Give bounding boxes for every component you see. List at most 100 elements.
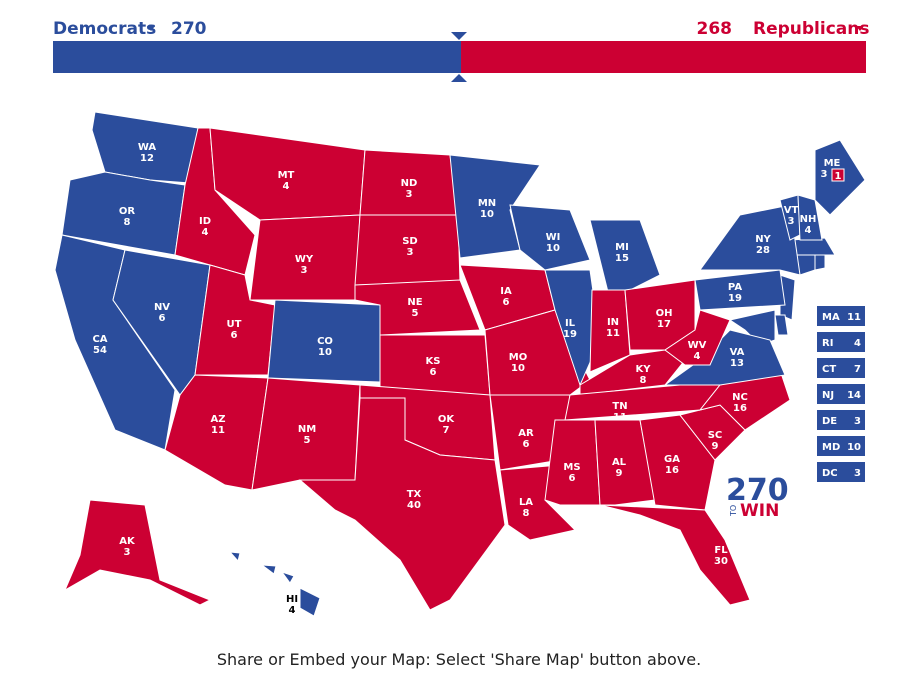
state-abbr: MT	[278, 170, 295, 181]
state-abbr: WA	[138, 142, 157, 153]
state-votes: 40	[407, 500, 421, 511]
callout-abbr: NJ	[822, 390, 834, 401]
state[interactable]	[63, 499, 212, 606]
callout-abbr: DC	[822, 468, 838, 479]
state-abbr: ME	[824, 158, 841, 169]
state-abbr: PA	[728, 282, 742, 293]
state-abbr: ID	[199, 216, 211, 227]
state[interactable]	[699, 204, 801, 276]
rep-label[interactable]: Republicans	[753, 19, 870, 39]
state-abbr: WY	[295, 254, 314, 265]
state-votes: 10	[511, 363, 525, 374]
callout-box[interactable]	[817, 358, 865, 378]
logo-win: WIN	[740, 501, 779, 521]
state-abbr: LA	[519, 497, 533, 508]
district-votes: 1	[835, 171, 842, 182]
dem-label[interactable]: Democrats	[53, 19, 156, 39]
state[interactable]	[594, 419, 656, 506]
callout-abbr: CT	[822, 364, 836, 375]
callout-box[interactable]	[817, 410, 865, 430]
state-abbr: KY	[636, 364, 652, 375]
callout-box[interactable]	[817, 306, 865, 326]
state-votes: 6	[159, 313, 166, 324]
state-votes: 15	[615, 253, 629, 264]
state-votes: 3	[788, 216, 795, 227]
state-votes: 5	[412, 308, 419, 319]
state-abbr: AR	[518, 428, 534, 439]
state[interactable]	[299, 587, 321, 617]
state-votes: 5	[304, 435, 311, 446]
rep-bar	[461, 41, 866, 73]
state-votes: 30	[714, 556, 728, 567]
state-votes: 3	[821, 169, 828, 180]
state-votes: 12	[140, 153, 154, 164]
state-abbr: WV	[688, 340, 707, 351]
state-shape	[774, 314, 789, 336]
district-box[interactable]	[831, 168, 845, 182]
callout-votes: 4	[854, 338, 861, 349]
state-votes: 8	[640, 375, 647, 386]
callout-box[interactable]	[817, 436, 865, 456]
callout-votes: 14	[847, 390, 861, 401]
state[interactable]	[298, 397, 506, 611]
state-abbr: ND	[401, 178, 418, 189]
logo-to: TO	[729, 505, 738, 517]
state[interactable]	[589, 219, 661, 301]
state-abbr: NV	[154, 302, 170, 313]
state-votes: 10	[480, 209, 494, 220]
state[interactable]	[544, 419, 601, 506]
callout-votes: 7	[854, 364, 861, 375]
state-abbr: NC	[732, 392, 748, 403]
callout-votes: 3	[854, 416, 861, 427]
state[interactable]	[449, 154, 541, 259]
callout-box[interactable]	[817, 332, 865, 352]
state-votes: 19	[728, 293, 742, 304]
state[interactable]	[664, 309, 731, 366]
state-abbr: VT	[784, 205, 799, 216]
callout-abbr: MD	[822, 442, 840, 453]
logo[interactable]: 270 TO WIN	[726, 473, 789, 521]
state-votes: 8	[523, 508, 530, 519]
state[interactable]	[639, 414, 716, 511]
dropdown-icon[interactable]	[856, 26, 864, 31]
state-votes: 6	[523, 439, 530, 450]
state[interactable]	[694, 269, 786, 311]
state-abbr: IL	[565, 318, 576, 329]
state[interactable]	[509, 204, 591, 271]
state-votes: 16	[733, 403, 747, 414]
midpoint-marker	[451, 74, 467, 82]
state-votes: 3	[301, 265, 308, 276]
state-votes: 28	[756, 245, 770, 256]
state-votes: 11	[613, 412, 627, 423]
state-votes: 3	[407, 247, 414, 258]
state-abbr: MI	[615, 242, 629, 253]
rep-votes: 268	[697, 19, 733, 39]
callout-box[interactable]	[817, 384, 865, 404]
state-abbr: MN	[478, 198, 496, 209]
footer-note: Share or Embed your Map: Select 'Share M…	[217, 650, 701, 669]
state-shape	[814, 254, 826, 271]
state[interactable]	[599, 504, 751, 606]
state-votes: 4	[289, 605, 296, 616]
state-abbr: OR	[119, 206, 136, 217]
state-abbr: NM	[298, 424, 316, 435]
state-votes: 4	[202, 227, 209, 238]
state-votes: 10	[546, 243, 560, 254]
state-votes: 4	[805, 225, 812, 236]
state-abbr: AL	[612, 457, 627, 468]
callout-box[interactable]	[817, 462, 865, 482]
state-abbr: VA	[730, 347, 745, 358]
dropdown-icon[interactable]	[147, 26, 155, 31]
state-abbr: HI	[286, 594, 298, 605]
callout-abbr: RI	[822, 338, 833, 349]
state[interactable]	[797, 194, 823, 241]
state-votes: 19	[563, 329, 577, 340]
state-abbr: NY	[755, 234, 771, 245]
state-abbr: WI	[546, 232, 561, 243]
state-shape	[260, 564, 277, 575]
state-votes: 9	[712, 441, 719, 452]
state-votes: 13	[730, 358, 744, 369]
state-votes: 6	[569, 473, 576, 484]
